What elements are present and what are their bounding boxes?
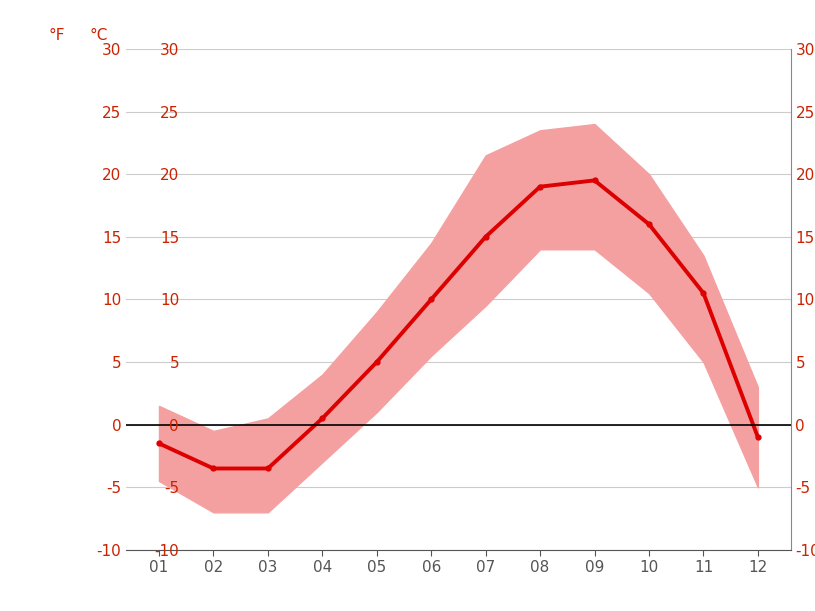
Text: °C: °C xyxy=(90,27,108,43)
Text: °F: °F xyxy=(49,27,65,43)
